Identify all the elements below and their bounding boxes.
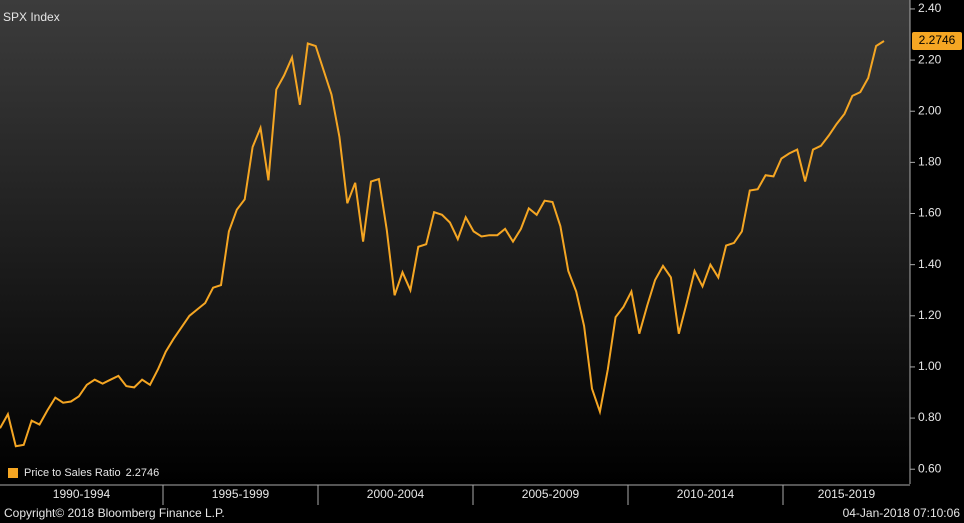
y-tick-label: 0.60 (918, 461, 942, 475)
y-tick-label: 1.80 (918, 155, 942, 169)
y-tick-label: 1.60 (918, 206, 942, 220)
y-tick-label: 1.20 (918, 308, 942, 322)
plot-area (0, 0, 910, 484)
x-band-label: 2005-2009 (522, 487, 580, 501)
legend-label: Price to Sales Ratio (24, 467, 121, 479)
y-tick-label: 2.40 (918, 1, 942, 15)
y-tick-label: 0.80 (918, 410, 942, 424)
last-value-label: 2.2746 (919, 33, 956, 47)
y-tick-label: 1.00 (918, 359, 942, 373)
x-band-label: 2010-2014 (677, 487, 735, 501)
x-band-label: 1995-1999 (212, 487, 270, 501)
x-band-label: 2000-2004 (367, 487, 425, 501)
y-tick-label: 1.40 (918, 257, 942, 271)
y-tick-label: 2.20 (918, 52, 942, 66)
legend-swatch (8, 468, 18, 478)
x-band-label: 1990-1994 (53, 487, 111, 501)
last-value-box (912, 32, 962, 51)
x-band-label: 2015-2019 (818, 487, 876, 501)
chart-title: SPX Index (3, 10, 60, 24)
legend-value: 2.2746 (126, 467, 160, 479)
footer-left: Copyright© 2018 Bloomberg Finance L.P. (4, 506, 225, 520)
footer-right: 04-Jan-2018 07:10:06 (843, 506, 961, 520)
line-series (0, 40, 885, 448)
y-tick-label: 2.00 (918, 103, 942, 117)
